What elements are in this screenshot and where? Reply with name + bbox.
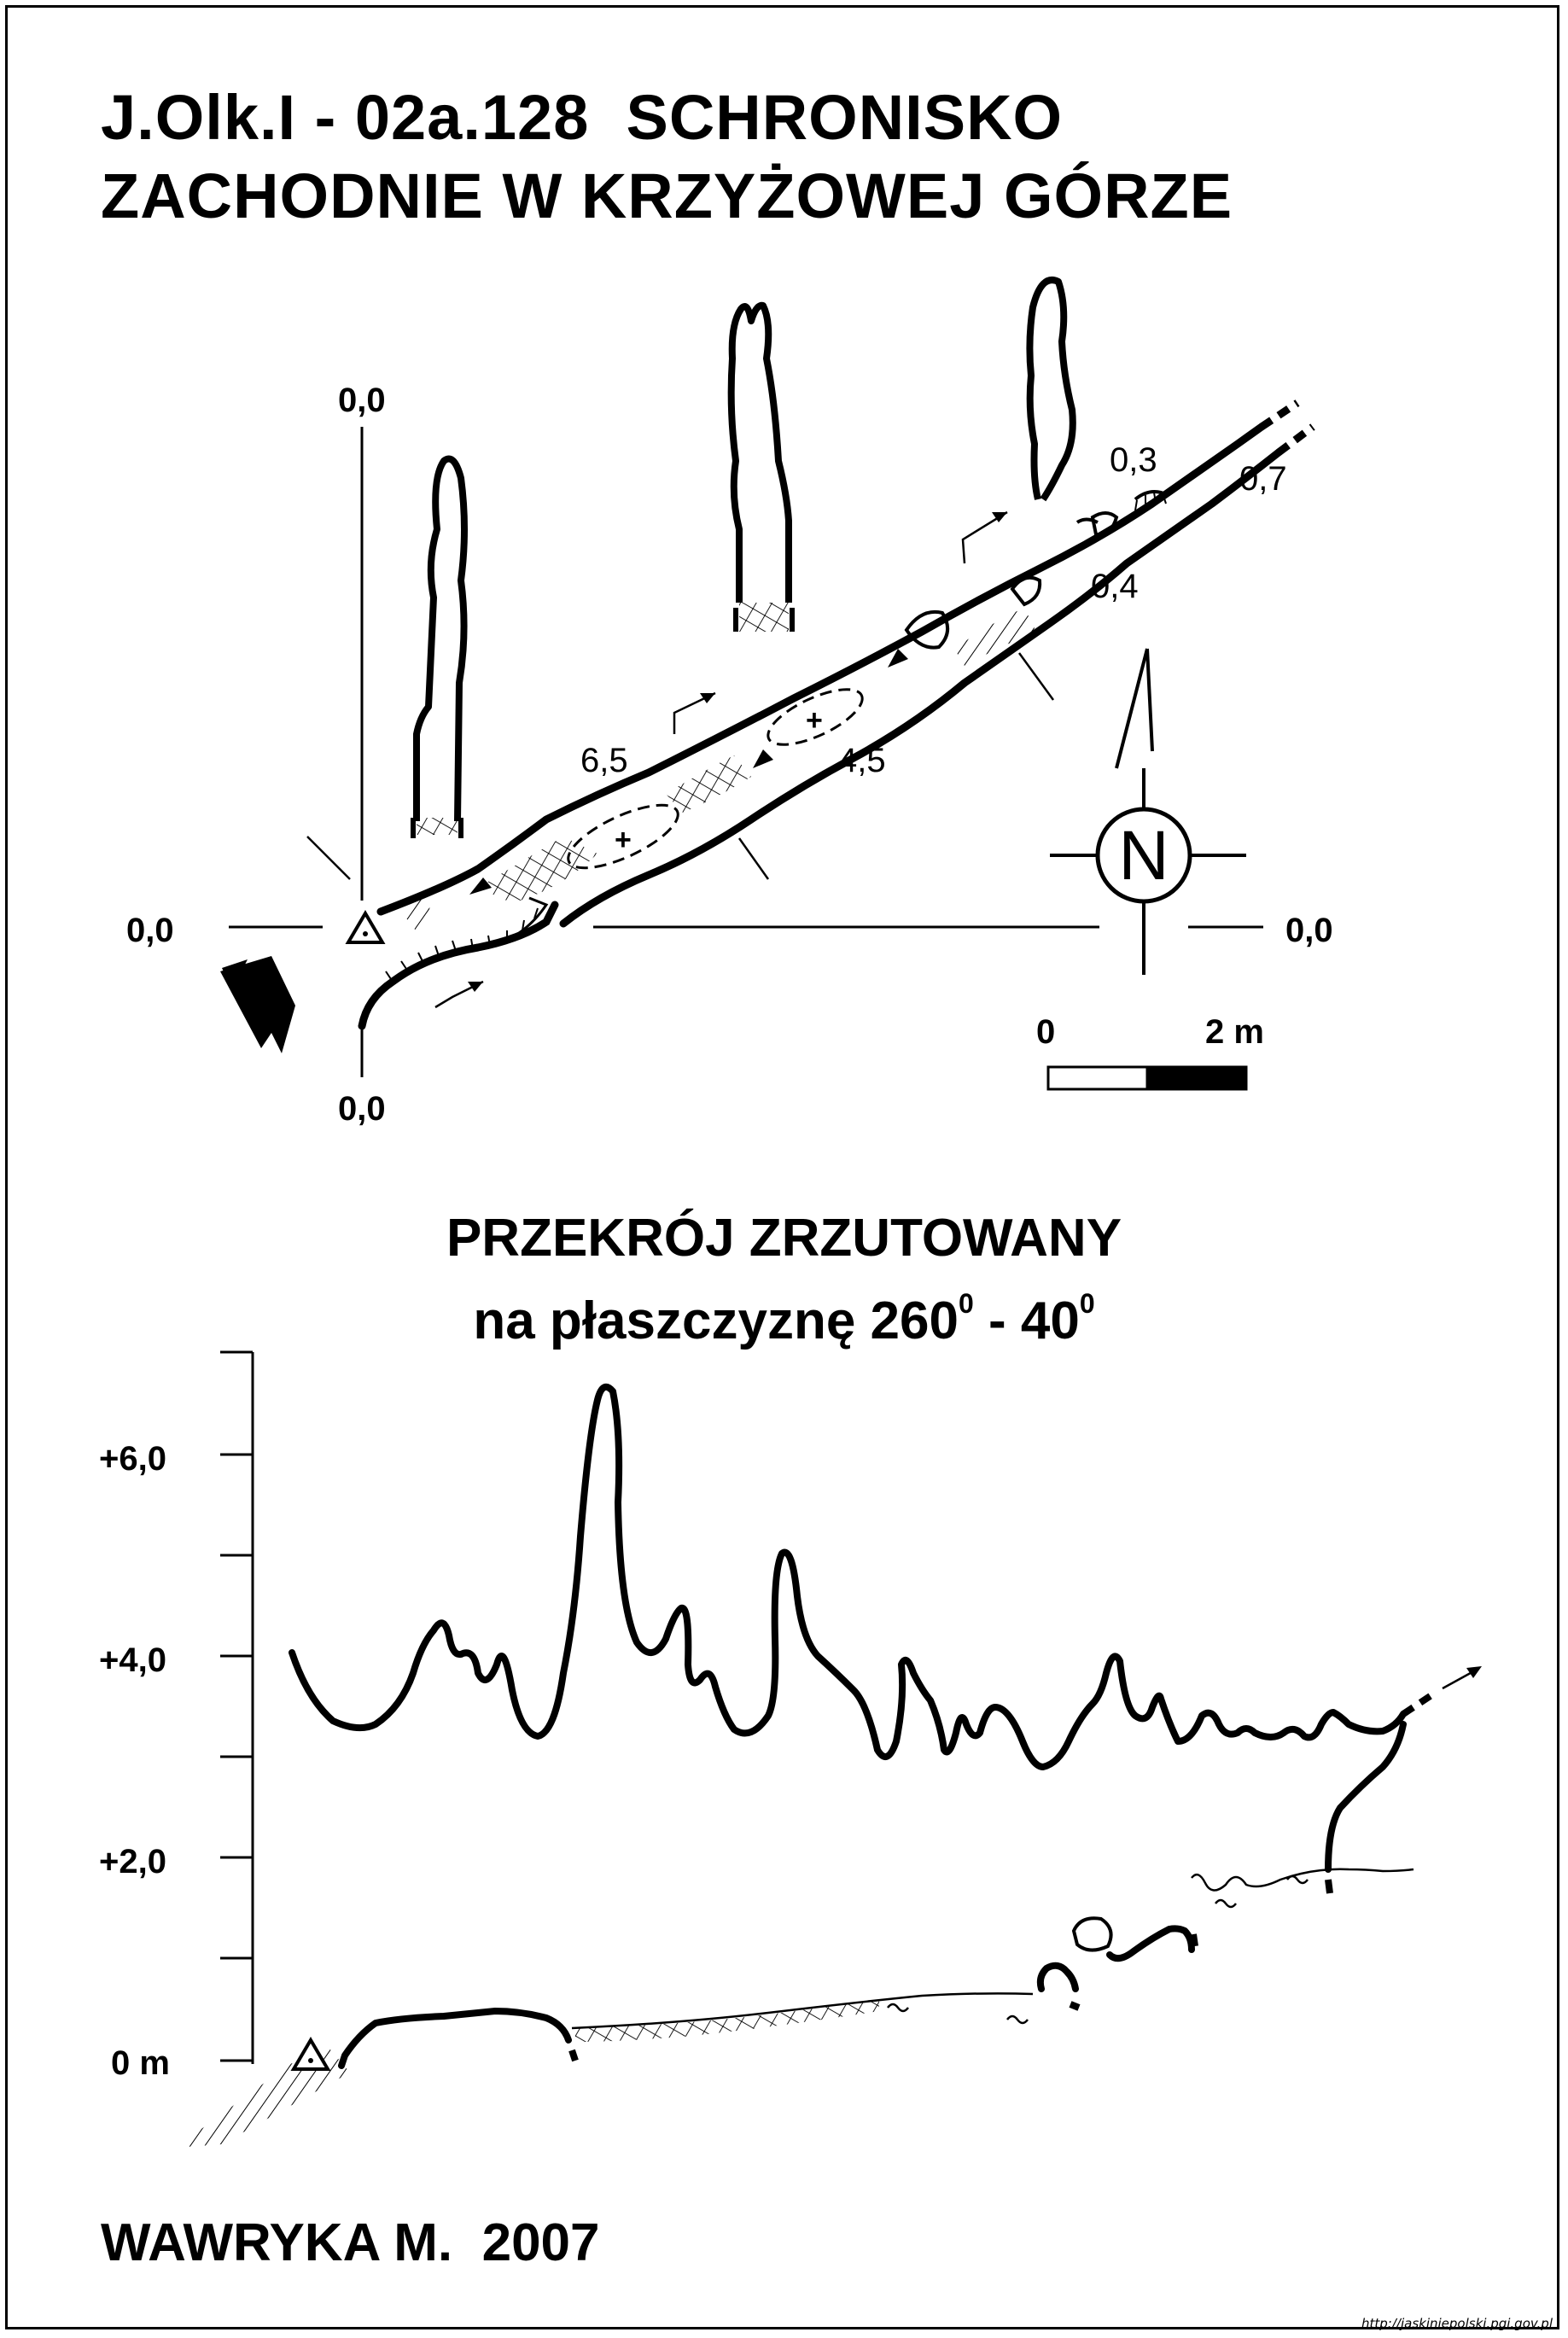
plan-hollow-1 [567, 803, 679, 870]
plan-axis-label-top: 0,0 [338, 382, 386, 419]
section-y-label-4: +4,0 [99, 1641, 166, 1679]
scale-end: 2 m [1205, 1013, 1264, 1051]
sediment-squiggles [887, 1874, 1309, 2025]
entrance-step-edge [380, 896, 549, 992]
height-label-0-3: 0,3 [1110, 441, 1157, 479]
section-boulder [1071, 1916, 1113, 1952]
plan-floor-rubble-4 [954, 608, 1036, 666]
north-label: N [1118, 817, 1169, 895]
section-plane-text-2: - 40 [973, 1291, 1080, 1350]
section-axis-ticks [220, 1350, 253, 2062]
section-floor-fill [575, 2001, 879, 2042]
degree-mark-1: 0 [958, 1288, 974, 1319]
degree-mark-2: 0 [1079, 1288, 1095, 1319]
plan-floor-rubble-1 [478, 837, 597, 903]
plan-floor-rubble-2 [666, 755, 751, 813]
plan-boulder-3 [1090, 511, 1119, 537]
section-floor-upper [1191, 1868, 1414, 1892]
section-y-label-2: +2,0 [99, 1843, 166, 1880]
scale-bar: 0 2 m [1036, 1013, 1264, 1091]
source-credit: http://jaskiniepolski.pgi.gov.pl [1361, 2316, 1553, 2331]
section-floor-main [338, 2008, 572, 2069]
plan-hollow-2 [767, 688, 864, 746]
section-floor-step [1325, 1721, 1407, 1873]
cave-title: J.Olk.I - 02a.128 SCHRONISKO ZACHODNIE W… [101, 79, 1233, 236]
section-floor-rise [1036, 1925, 1195, 1992]
height-label-0-4: 0,4 [1091, 568, 1139, 605]
cross-section-1-floor [417, 818, 458, 835]
svg-text:+: + [806, 704, 823, 737]
cross-section-2-floor [739, 603, 789, 632]
plan-axis-label-right: 0,0 [1285, 912, 1333, 949]
height-label-4-5: 4,5 [838, 742, 886, 779]
plan-boulder-2 [1010, 575, 1042, 607]
scale-start: 0 [1036, 1013, 1055, 1051]
north-compass-icon [1095, 807, 1192, 904]
cross-section-1 [413, 455, 468, 822]
continuation-arrow-icon [1466, 1666, 1482, 1678]
section-y-label-6: +6,0 [99, 1440, 166, 1478]
cave-entrance-wall [358, 901, 559, 1030]
title-line-1: J.Olk.I - 02a.128 SCHRONISKO [101, 82, 1064, 153]
entrance-arrow-icon [220, 956, 295, 1053]
cross-section-2 [727, 301, 792, 603]
north-arrow: N [1050, 648, 1246, 975]
section-floor-sediment [571, 1992, 1034, 2030]
plan-axis-label-bottom: 0,0 [338, 1090, 386, 1128]
section-view: +6,0 +4,0 +2,0 0 m [99, 1350, 1482, 2148]
survey-station [345, 910, 386, 944]
plan-view: 0,0 0,0 0,0 0,0 + [126, 277, 1333, 1128]
height-label-6-5: 6,5 [580, 742, 628, 779]
plan-boulder-1 [904, 610, 949, 650]
svg-text:+: + [615, 824, 632, 856]
section-survey-station [290, 2037, 331, 2071]
plan-floor-rubble-3 [401, 895, 430, 934]
plan-axis-label-left: 0,0 [126, 912, 174, 949]
height-label-0-7: 0,7 [1239, 460, 1287, 498]
title-line-2: ZACHODNIE W KRZYŻOWEJ GÓRZE [101, 160, 1233, 231]
section-ceiling [289, 1383, 1407, 1770]
cross-section-3 [1026, 277, 1076, 502]
section-plane-text: na płaszczyznę 260 [473, 1291, 959, 1350]
map-frame [5, 5, 1559, 2329]
section-y-label-0: 0 m [111, 2044, 170, 2082]
cave-wall-upper [376, 423, 1266, 916]
section-entrance-slope [176, 2049, 350, 2148]
step-ticks [385, 907, 539, 982]
section-title-line-2: na płaszczyznę 2600 - 400 [0, 1272, 1568, 1353]
cave-wall-lower [559, 448, 1283, 928]
section-title-line-1: PRZEKRÓJ ZRZUTOWANY [446, 1209, 1122, 1268]
author-credit: WAWRYKA M. 2007 [101, 2213, 600, 2272]
